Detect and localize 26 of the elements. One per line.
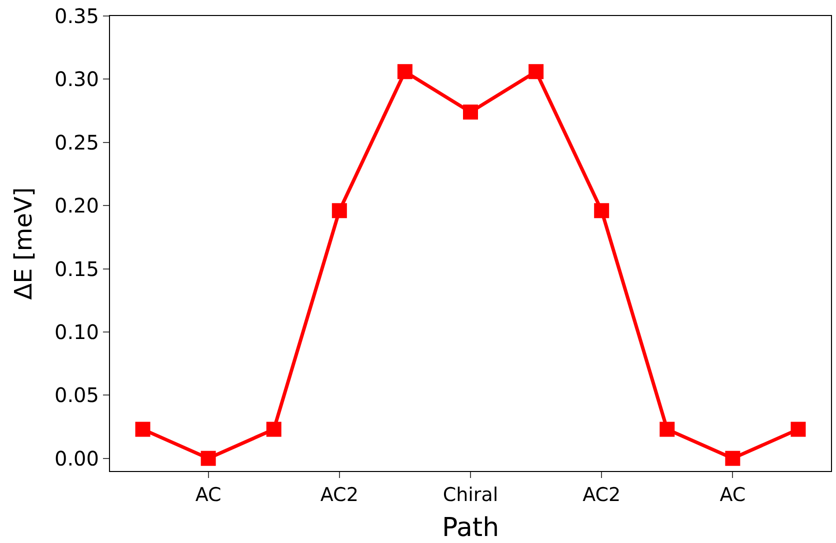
x-tick-label: AC2 (582, 484, 621, 506)
x-axis-title: Path (442, 513, 500, 543)
point (790, 422, 806, 437)
y-tick-label: 0.05 (54, 383, 99, 408)
point (463, 104, 478, 120)
point (397, 64, 412, 80)
x-tick-label: Chiral (442, 484, 498, 506)
point (660, 422, 675, 437)
x-tick-label: AC2 (320, 484, 358, 506)
y-tick-label: 0.10 (54, 320, 99, 344)
point (725, 450, 740, 466)
x-tick-label: AC (720, 484, 746, 506)
point (266, 422, 282, 437)
y-tick-label: 0.25 (54, 130, 99, 154)
point (200, 450, 216, 466)
y-tick-label: 0.30 (54, 67, 99, 92)
point (332, 203, 347, 218)
x-tick-label: AC (195, 484, 222, 506)
y-tick-label: 0.20 (54, 194, 99, 218)
point (528, 64, 544, 80)
point (135, 422, 150, 437)
point (594, 203, 610, 218)
y-tick-label: 0.15 (54, 256, 99, 281)
y-axis-title: ΔE [meV] (10, 187, 38, 300)
y-tick-label: 0.00 (54, 446, 99, 470)
y-tick-label: 0.35 (54, 4, 99, 28)
